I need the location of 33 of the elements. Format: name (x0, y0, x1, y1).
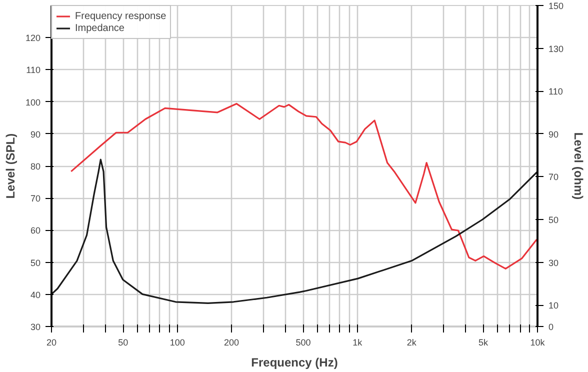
y-tick-label: 120 (25, 33, 41, 44)
y2-tick-label: 70 (548, 172, 559, 182)
y2-tick-label: 50 (548, 215, 559, 225)
legend-label: Impedance (75, 22, 124, 34)
y-tick-label: 90 (30, 129, 41, 140)
y2-tick-label: 0 (548, 322, 554, 332)
x-tick-label: 50 (118, 338, 128, 348)
x-tick-label: 5k (478, 338, 489, 348)
y-tick-label: 60 (30, 226, 41, 236)
y-tick-label: 40 (30, 290, 41, 300)
y-tick-label: 100 (25, 97, 41, 108)
y-tick-label: 80 (30, 162, 41, 172)
y2-tick-label: 10 (548, 300, 559, 311)
y-axis-title: Level (SPL) (3, 133, 18, 199)
y2-tick-label: 110 (548, 86, 563, 97)
x-tick-label: 500 (296, 338, 311, 348)
x-tick-label: 100 (170, 338, 185, 348)
x-tick-label: 1k (352, 338, 363, 348)
y-tick-label: 30 (30, 322, 41, 332)
y-tick-label: 50 (30, 258, 41, 268)
x-tick-label: 20 (46, 338, 57, 348)
x-tick-label: 10k (530, 338, 546, 348)
x-axis-title: Frequency (Hz) (251, 356, 338, 370)
y2-tick-label: 90 (548, 129, 559, 140)
y2-tick-label: 150 (548, 1, 564, 11)
y2-tick-label: 30 (548, 258, 559, 268)
x-tick-label: 2k (406, 338, 417, 348)
y-tick-label: 70 (30, 194, 41, 204)
y-tick-label: 110 (26, 65, 41, 76)
y2-tick-label: 130 (548, 44, 564, 54)
y2-axis-title: Level (ohm) (572, 132, 586, 200)
x-tick-label: 200 (224, 338, 240, 348)
legend-label: Frequency response (75, 10, 166, 22)
